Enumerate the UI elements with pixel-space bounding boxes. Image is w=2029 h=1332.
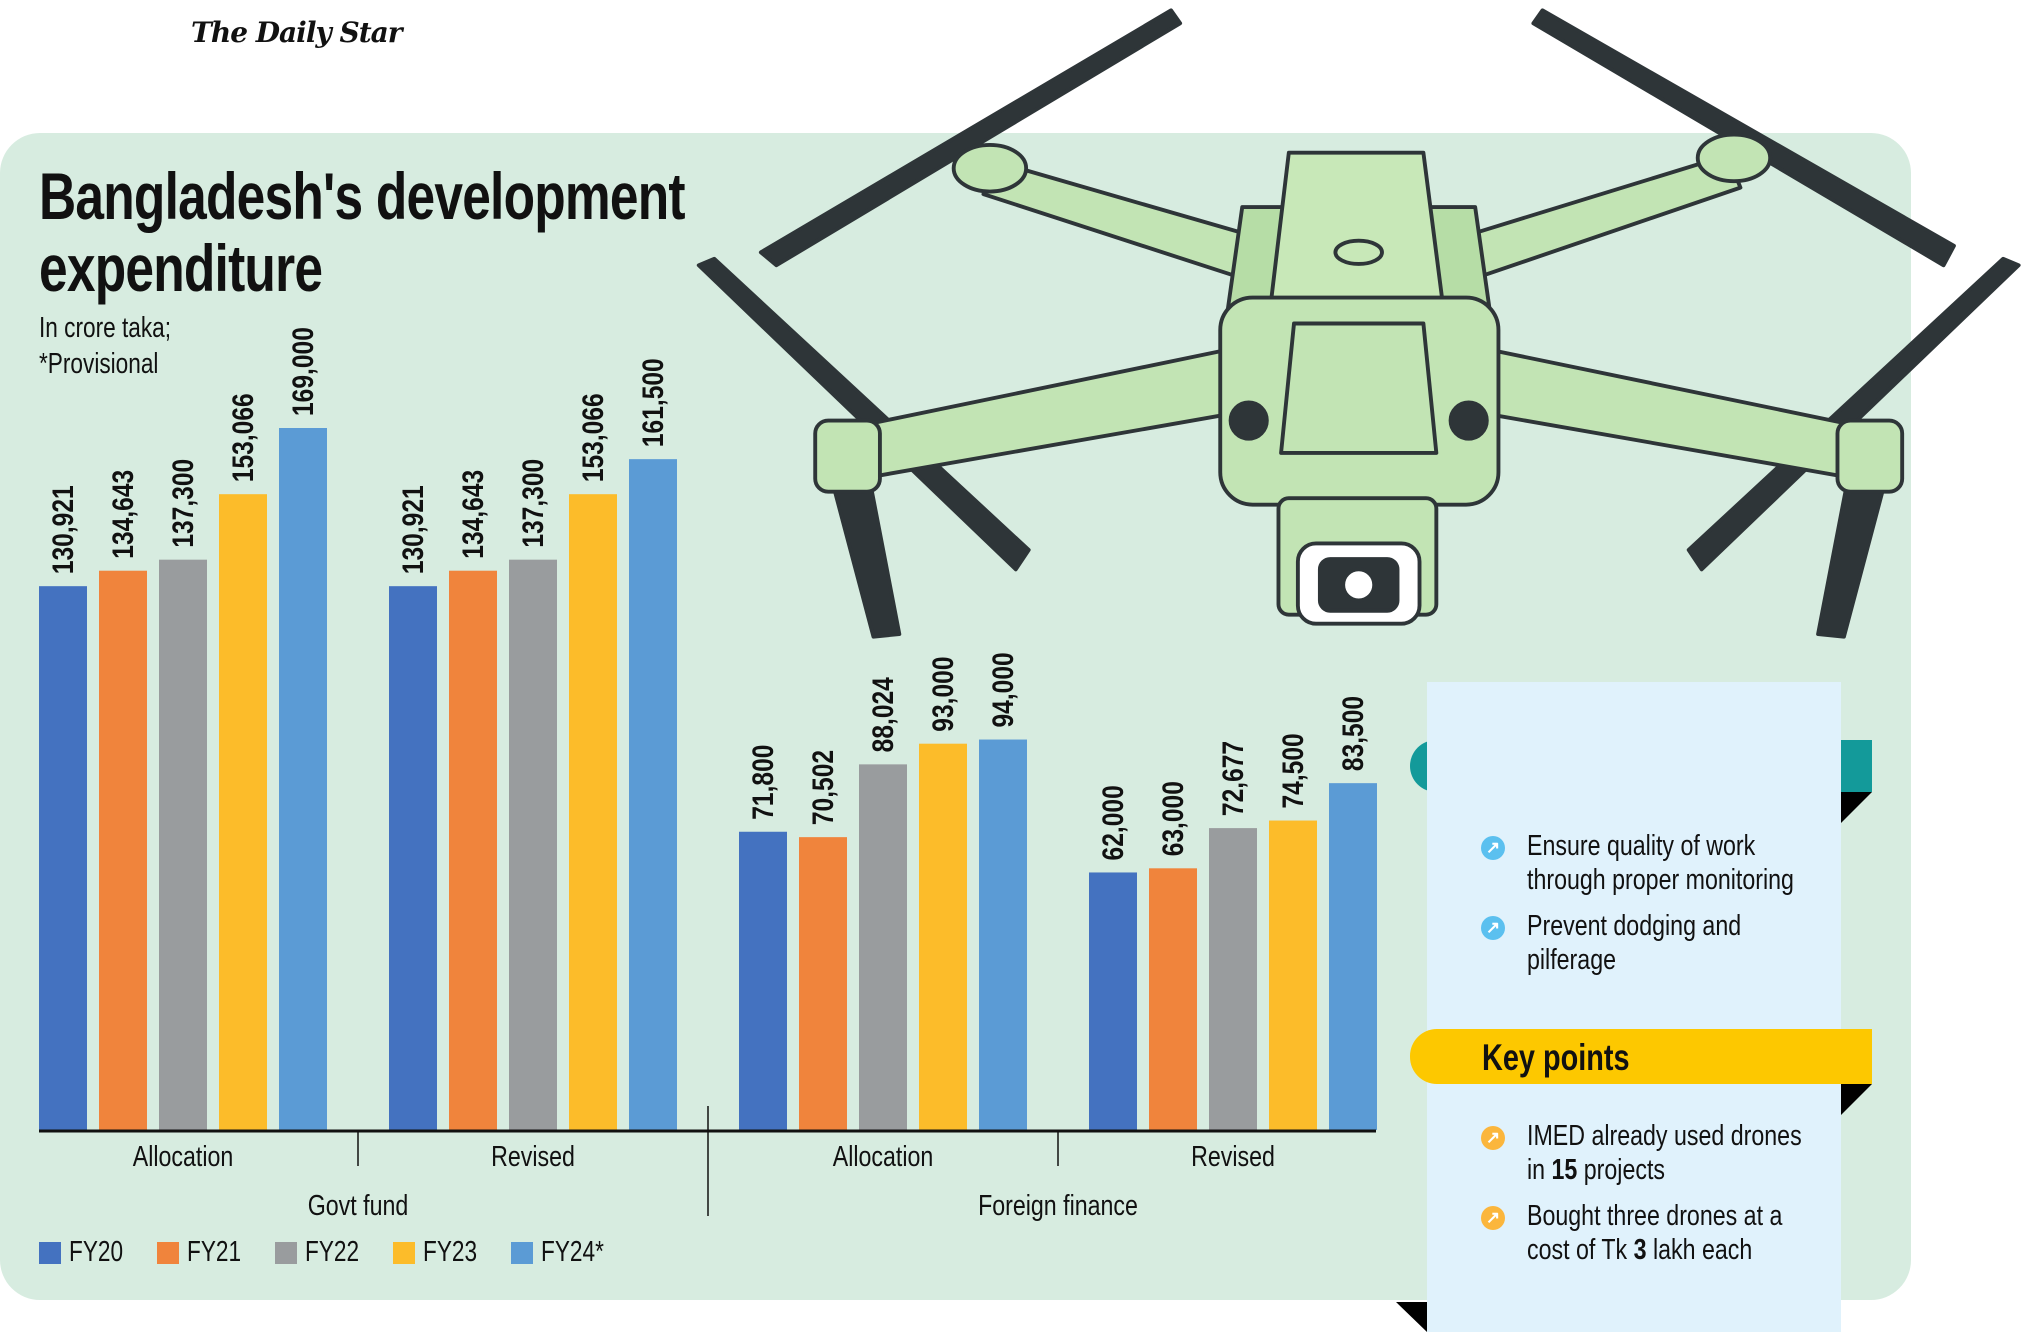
- chart-title: Bangladesh's development expenditure: [39, 160, 867, 304]
- bar-value-label: 74,500: [1276, 733, 1310, 808]
- bar-value-label: 83,500: [1336, 696, 1370, 771]
- bar-value-label: 72,677: [1216, 741, 1250, 816]
- legend-label: FY23: [423, 1236, 478, 1268]
- legend-item: FY24*: [511, 1236, 604, 1269]
- section-label: Foreign finance: [978, 1188, 1138, 1221]
- arrow-bullet-icon: ↗: [1481, 916, 1505, 940]
- chart-subtitle: In crore taka; *Provisional: [39, 310, 208, 382]
- bar-value-label: 153,066: [226, 393, 260, 482]
- bar-value-label: 137,300: [516, 459, 550, 548]
- text: lakh each: [1646, 1234, 1753, 1266]
- key-points-title: Key points: [1482, 1037, 1630, 1078]
- legend-swatch: [157, 1241, 179, 1264]
- title-line-1: Bangladesh's development: [39, 159, 686, 233]
- arrow-bullet-icon: ↗: [1481, 836, 1505, 860]
- bar-value-label: 130,921: [46, 485, 80, 574]
- bar-value-label: 94,000: [986, 652, 1020, 727]
- bar-value-label: 88,024: [866, 676, 900, 752]
- bar-FY20: [1089, 872, 1137, 1130]
- bar-FY21: [99, 570, 147, 1130]
- bar-FY21: [449, 570, 497, 1130]
- bar-FY20: [39, 586, 87, 1130]
- legend-label: FY20: [69, 1236, 124, 1268]
- box-overlay: [1427, 720, 1841, 810]
- number: 3: [1633, 1234, 1647, 1266]
- bar-value-label: 134,643: [106, 470, 140, 559]
- bar-value-label: 153,066: [576, 393, 610, 482]
- section-label: Govt fund: [308, 1188, 409, 1221]
- bar-FY24*: [279, 428, 327, 1130]
- category-label: Revised: [491, 1139, 575, 1172]
- logo: The Daily Star: [191, 16, 403, 49]
- recommendation-text: Ensure quality of work: [1527, 830, 1756, 862]
- category-labels: Allocation Revised Allocation Revised Govt f…: [133, 1139, 1275, 1221]
- key-point-text: in 15 projects: [1527, 1153, 1665, 1187]
- legend-label: FY24*: [541, 1236, 604, 1268]
- fold-corner: [1396, 1302, 1427, 1332]
- subtitle-note: *Provisional: [39, 348, 159, 380]
- number: 15: [1551, 1154, 1578, 1186]
- category-label: Allocation: [133, 1139, 234, 1172]
- recommendation-text: pilferage: [1527, 944, 1616, 976]
- legend-swatch: [275, 1241, 297, 1264]
- text: projects: [1577, 1154, 1666, 1186]
- legend-label: FY22: [305, 1236, 360, 1268]
- bar-value-label: 137,300: [166, 459, 200, 548]
- bar-value-label: 130,921: [396, 485, 430, 574]
- legend-swatch: [39, 1241, 61, 1264]
- key-point-text: IMED already used drones: [1527, 1120, 1802, 1152]
- bar-FY23: [219, 494, 267, 1130]
- fold-corner: [1841, 1084, 1872, 1115]
- bar-FY20: [739, 831, 787, 1130]
- bar-FY23: [919, 743, 967, 1130]
- bar-FY20: [389, 586, 437, 1130]
- text: cost of Tk: [1527, 1234, 1634, 1266]
- legend-swatch: [393, 1241, 415, 1264]
- bar-FY23: [569, 494, 617, 1130]
- key-point-text: cost of Tk 3 lakh each: [1527, 1233, 1752, 1267]
- legend: FY20 FY21 FY22 FY23 FY24*: [39, 1236, 629, 1269]
- bar-FY22: [1209, 828, 1257, 1130]
- bar-value-label: 93,000: [926, 656, 960, 731]
- bar-value-label: 70,502: [806, 750, 840, 825]
- key-points-banner: Key points: [1410, 1029, 1872, 1084]
- subtitle-unit: In crore taka;: [39, 312, 172, 344]
- legend-item: FY23: [393, 1236, 483, 1269]
- bar-value-label: 63,000: [1156, 781, 1190, 856]
- category-label: Revised: [1191, 1139, 1275, 1172]
- bar-FY22: [159, 559, 207, 1130]
- bar-value-label: 161,500: [636, 358, 670, 447]
- recommendation-text: Prevent dodging and: [1527, 910, 1742, 942]
- bar-FY23: [1269, 820, 1317, 1130]
- bar-FY24*: [1329, 783, 1377, 1130]
- bar-FY21: [799, 837, 847, 1130]
- arrow-bullet-icon: ↗: [1481, 1206, 1505, 1230]
- title-line-2: expenditure: [39, 231, 323, 305]
- legend-swatch: [511, 1241, 533, 1264]
- bar-FY22: [859, 764, 907, 1130]
- bar-FY24*: [979, 739, 1027, 1130]
- fold-corner: [1841, 792, 1872, 823]
- bar-value-label: 71,800: [746, 745, 780, 820]
- legend-label: FY21: [187, 1236, 242, 1268]
- bar-FY22: [509, 559, 557, 1130]
- bar-value-label: 62,000: [1096, 785, 1130, 860]
- bar-FY24*: [629, 459, 677, 1131]
- legend-item: FY20: [39, 1236, 129, 1269]
- legend-item: FY22: [275, 1236, 365, 1269]
- arrow-bullet-icon: ↗: [1481, 1126, 1505, 1150]
- bars-layer: 130,921 134,643 137,300 153,066 169,000 130,9…: [39, 327, 1377, 1131]
- bar-value-label: 169,000: [286, 327, 320, 416]
- bar-FY21: [1149, 868, 1197, 1130]
- recommendation-text: through proper monitoring: [1527, 864, 1794, 896]
- bar-value-label: 134,643: [456, 470, 490, 559]
- key-point-text: Bought three drones at a: [1527, 1200, 1783, 1232]
- text: in: [1527, 1154, 1552, 1186]
- category-label: Allocation: [833, 1139, 934, 1172]
- legend-item: FY21: [157, 1236, 247, 1269]
